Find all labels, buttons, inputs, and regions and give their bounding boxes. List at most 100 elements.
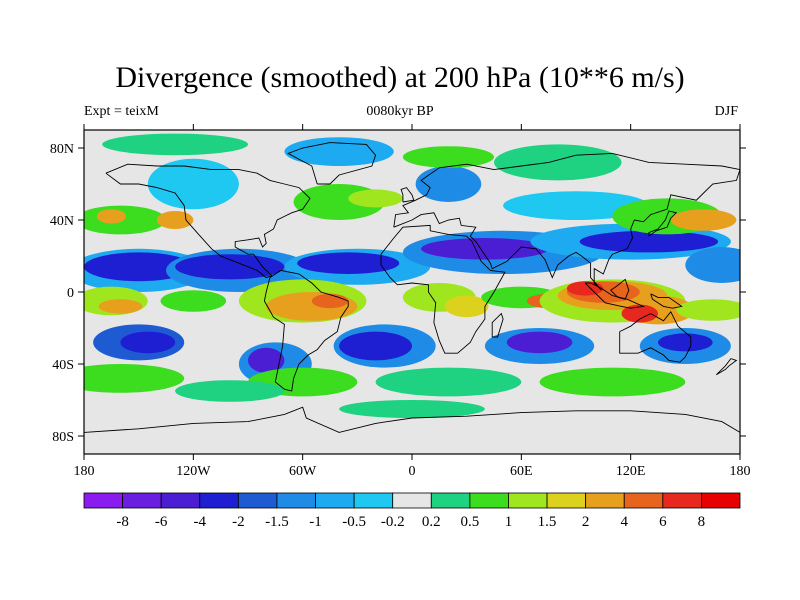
colorbar-label: -0.2 (381, 514, 405, 530)
field-contour-region (415, 166, 482, 202)
field-contour-region (98, 299, 143, 314)
greenland-coast (287, 142, 377, 185)
x-tick-label: 180 (730, 464, 751, 479)
field-contour-region (676, 299, 740, 321)
field-contour-region (311, 293, 349, 309)
south-america-coast (263, 269, 349, 392)
field-contour-region (175, 380, 285, 402)
new-guinea-coast (650, 293, 683, 309)
colorbar-label: -4 (194, 514, 207, 530)
field-contour-region (658, 333, 713, 352)
season-label: DJF (714, 104, 738, 119)
field-contour-region (685, 247, 740, 283)
chart-title: Divergence (smoothed) at 200 hPa (10**6 … (115, 61, 685, 94)
madagascar-coast (491, 312, 504, 338)
field-contour-region (84, 364, 185, 393)
north-america-coast (105, 163, 311, 279)
field-contour-region (621, 304, 658, 323)
colorbar-swatch (623, 492, 664, 509)
colorbar-swatch (701, 492, 741, 509)
field-contour-region (284, 137, 394, 167)
x-tick-label: 0 (409, 464, 416, 479)
field-contour-region (147, 158, 239, 210)
colorbar-swatch (585, 492, 625, 509)
field-contour-region (96, 209, 126, 224)
uk-coast (400, 187, 415, 203)
divergence-field (84, 130, 740, 454)
coastlines (84, 142, 740, 433)
colorbar-label: 2 (582, 514, 590, 530)
x-tick-label: 120E (616, 464, 646, 479)
field-contour-region (503, 191, 649, 221)
field-contour-region (579, 230, 719, 253)
colorbar-label: -8 (116, 514, 129, 530)
field-contour-region (494, 144, 622, 181)
colorbar-label: 1.5 (538, 514, 557, 530)
colorbar-label: 8 (698, 514, 706, 530)
field-contour-region (339, 331, 412, 361)
x-tick-label: 180 (74, 464, 95, 479)
africa-coast (380, 224, 506, 354)
borneo-coast (610, 278, 630, 300)
colorbar-label: 6 (659, 514, 667, 530)
time-label: 0080kyr BP (366, 104, 434, 119)
colorbar-swatch (199, 492, 239, 509)
x-tick-label: 120W (176, 464, 211, 479)
colorbar-label: -1.5 (265, 514, 289, 530)
field-contour-region (339, 400, 485, 418)
y-tick-label: 40S (52, 358, 74, 373)
field-contour-region (421, 238, 549, 260)
field-contour-region (84, 252, 194, 282)
colorbar-label: -0.5 (342, 514, 366, 530)
y-tick-label: 0 (67, 286, 74, 301)
field-contour-region (506, 331, 573, 354)
field-contour-region (670, 209, 737, 231)
colorbar-swatch (469, 492, 509, 509)
field-contour-region (348, 189, 403, 208)
field-contour-region (402, 146, 495, 168)
colorbar-swatch (83, 492, 123, 509)
colorbar: -8 -6 -4 -2 -1.5 -1 -0.5 -0.2 0.2 0.5 1 1.5 2 4 6 8 (83, 492, 741, 530)
colorbar-label: -6 (155, 514, 168, 530)
y-tick-label: 80S (52, 430, 74, 445)
colorbar-label: -2 (232, 514, 245, 530)
new-zealand-coast (715, 358, 738, 376)
colorbar-swatch (276, 492, 316, 509)
antarctica-coast (84, 406, 740, 433)
map-axis-ticks: 180 120W 60W 0 60E 120E 180 80N 40N 0 40S 80S (50, 124, 751, 479)
y-tick-label: 80N (50, 142, 74, 157)
indonesia-coast (584, 282, 646, 309)
field-contour-region (248, 347, 285, 373)
colorbar-swatch (430, 492, 471, 509)
field-contour-region (539, 367, 686, 397)
experiment-label: Expt = teixM (84, 104, 159, 119)
colorbar-swatch (392, 492, 432, 509)
colorbar-swatch (237, 492, 278, 509)
eurasia-coast (393, 152, 740, 291)
colorbar-swatch (160, 492, 201, 509)
colorbar-label: -1 (309, 514, 322, 530)
field-contour-region (297, 252, 400, 274)
colorbar-swatch (353, 492, 394, 509)
colorbar-label: 4 (620, 514, 628, 530)
field-contour-region (375, 367, 522, 397)
colorbar-swatch (546, 492, 587, 509)
colorbar-label: 1 (505, 514, 513, 530)
colorbar-swatch (122, 492, 162, 509)
field-contour-region (444, 295, 489, 318)
field-contour-region (160, 290, 227, 312)
field-contour-region (156, 211, 194, 229)
japan-coast (648, 210, 678, 237)
field-contour-region (102, 133, 248, 156)
field-contour-region (175, 254, 285, 280)
colorbar-label: 0.5 (461, 514, 480, 530)
colorbar-swatch (315, 492, 355, 509)
colorbar-swatch (662, 492, 702, 509)
field-contour-region (120, 331, 176, 354)
antarctic-region (84, 432, 740, 454)
x-tick-label: 60E (510, 464, 533, 479)
x-tick-label: 60W (289, 464, 317, 479)
australia-coast (619, 310, 692, 363)
colorbar-label: 0.2 (422, 514, 441, 530)
